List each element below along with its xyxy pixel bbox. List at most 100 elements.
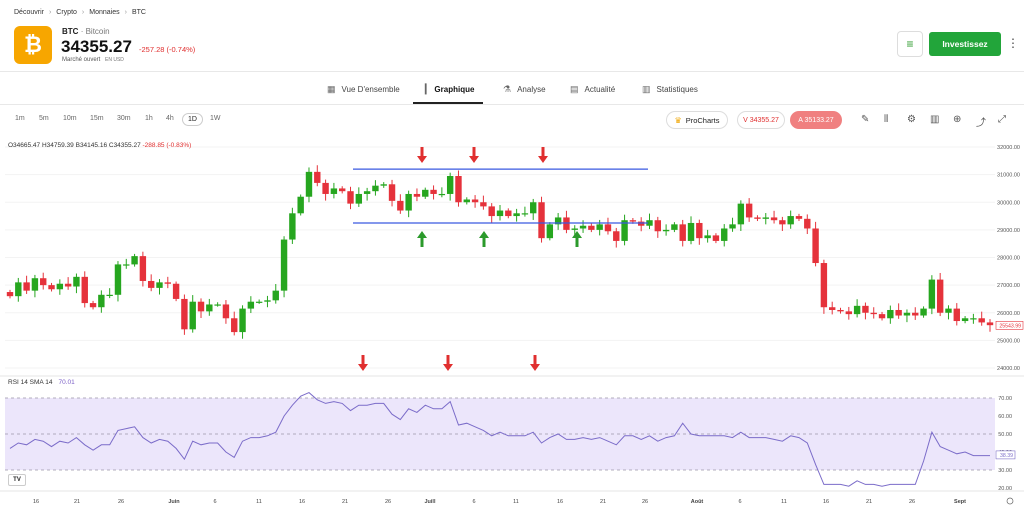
timeframe-button[interactable]: 1m	[15, 115, 25, 122]
candle-body	[363, 191, 371, 194]
timeframe-button[interactable]: 1h	[145, 115, 153, 122]
x-tick-label: 21	[74, 499, 80, 505]
axis-settings-icon	[1006, 497, 1014, 505]
tab-analysis[interactable]: ⚗ Analyse	[503, 84, 546, 95]
ohlc-close: C34355.27	[108, 142, 141, 149]
candle-body	[970, 318, 977, 320]
candle-body	[671, 224, 678, 230]
tab-statistics[interactable]: ▥ Statistiques	[642, 84, 698, 95]
timeframe-button[interactable]: 4h	[166, 115, 174, 122]
divider	[0, 71, 1024, 72]
candle-body	[56, 283, 64, 290]
separator: ·	[80, 27, 84, 36]
indicators-icon[interactable]: ▥	[930, 114, 940, 125]
flask-icon: ⚗	[503, 84, 512, 94]
tab-news[interactable]: ▤ Actualité	[570, 84, 615, 95]
candle-body	[189, 301, 196, 330]
breadcrumb-item[interactable]: Crypto	[56, 9, 77, 16]
prochart-button[interactable]: ♛ ProCharts	[666, 111, 728, 129]
rsi-arrow-down-shaft	[533, 355, 537, 364]
tab-chart[interactable]: ┃ Graphique	[423, 84, 474, 95]
timeframe-button[interactable]: 10m	[63, 115, 77, 122]
breadcrumb-item[interactable]: Monnaies	[89, 9, 120, 16]
candle-body	[513, 213, 520, 217]
rsi-current-label: 38.39	[1000, 453, 1013, 459]
candle-type-icon[interactable]: ⫴	[884, 114, 889, 125]
candle-body	[388, 184, 396, 201]
candle-body	[621, 220, 628, 241]
candle-body	[920, 308, 927, 316]
chevron-right-icon: ›	[48, 9, 52, 16]
rsi-tick-label: 20.00	[998, 486, 1012, 492]
timeframe-button-selected[interactable]: 1D	[182, 113, 203, 126]
candle-body	[721, 228, 728, 241]
timeframe-button[interactable]: 15m	[90, 115, 104, 122]
candle-body	[853, 305, 861, 315]
breadcrumb-item[interactable]: Découvrir	[14, 9, 44, 16]
candle-body	[945, 308, 952, 313]
ohlc-open: O34665.47	[8, 142, 41, 149]
pencil-icon[interactable]: ✎	[861, 114, 870, 125]
candle-body	[197, 301, 205, 312]
rsi-current-box	[995, 450, 1016, 460]
candle-body	[40, 278, 47, 286]
candle-body	[380, 184, 387, 186]
candle-body	[629, 220, 637, 222]
candle-body	[571, 228, 578, 230]
add-circle-icon[interactable]: ⊕	[953, 114, 962, 125]
timeframe-button[interactable]: 1W	[210, 115, 221, 122]
x-tick-label: 21	[600, 499, 606, 505]
settings-icon[interactable]: ⚙	[907, 114, 916, 125]
candle-body	[704, 235, 711, 239]
candle-body	[613, 231, 620, 241]
x-tick-label: Sept	[954, 499, 966, 505]
candle-body	[687, 222, 695, 241]
last-price-label: 25543.99	[999, 323, 1021, 329]
rsi-arrow-down-shaft	[446, 355, 450, 364]
candle-body	[837, 309, 844, 312]
last-price-box	[995, 321, 1024, 330]
ohlc-change: -288.85 (-0.83%)	[142, 142, 192, 149]
timeframe-button[interactable]: 5m	[39, 115, 49, 122]
chevron-right-icon: ›	[124, 9, 127, 16]
more-vertical-icon[interactable]: ⋮	[1007, 36, 1019, 50]
candle-body	[147, 280, 155, 288]
candle-body	[530, 202, 537, 214]
tradingview-logo: TV	[8, 474, 26, 486]
list-add-icon: ≡	[906, 37, 914, 51]
tab-overview[interactable]: ▦ Vue D'ensemble	[327, 84, 400, 95]
candle-body	[114, 264, 122, 295]
candle-body	[438, 193, 446, 196]
candle-body	[272, 290, 279, 301]
candle-body	[662, 229, 670, 232]
sell-price-button[interactable]: V 34355.27	[737, 111, 785, 129]
timeframe-button[interactable]: 30m	[117, 115, 131, 122]
buy-price-button[interactable]: A 35133.27	[790, 111, 842, 129]
fullscreen-icon[interactable]: ⤢	[998, 114, 1006, 125]
candle-body	[878, 314, 886, 319]
candle-body	[255, 301, 263, 303]
x-tick-label: 16	[557, 499, 563, 505]
watchlist-button[interactable]: ≡	[897, 31, 923, 57]
arrow-down-shaft	[541, 147, 545, 156]
candle-body	[546, 224, 554, 239]
candle-body	[347, 191, 354, 204]
candle-body	[488, 206, 495, 217]
candle-body	[928, 279, 936, 309]
invest-button[interactable]: Investissez	[929, 32, 1001, 56]
candle-body	[480, 202, 487, 207]
candle-body	[31, 278, 39, 291]
market-status: Marché ouvert EN USD	[62, 57, 124, 63]
price-change: -257.28 (-0.74%)	[139, 45, 196, 54]
x-tick-label: 6	[472, 499, 475, 505]
rsi-arrow-down-head	[358, 364, 368, 371]
breadcrumb-item[interactable]: BTC	[131, 9, 146, 16]
active-tab-indicator	[413, 102, 483, 104]
candle-body	[430, 189, 437, 194]
candle-body	[737, 203, 745, 225]
x-tick-label: 16	[299, 499, 305, 505]
arrow-up-shaft	[420, 238, 424, 247]
share-icon[interactable]: ⤴	[976, 118, 986, 129]
